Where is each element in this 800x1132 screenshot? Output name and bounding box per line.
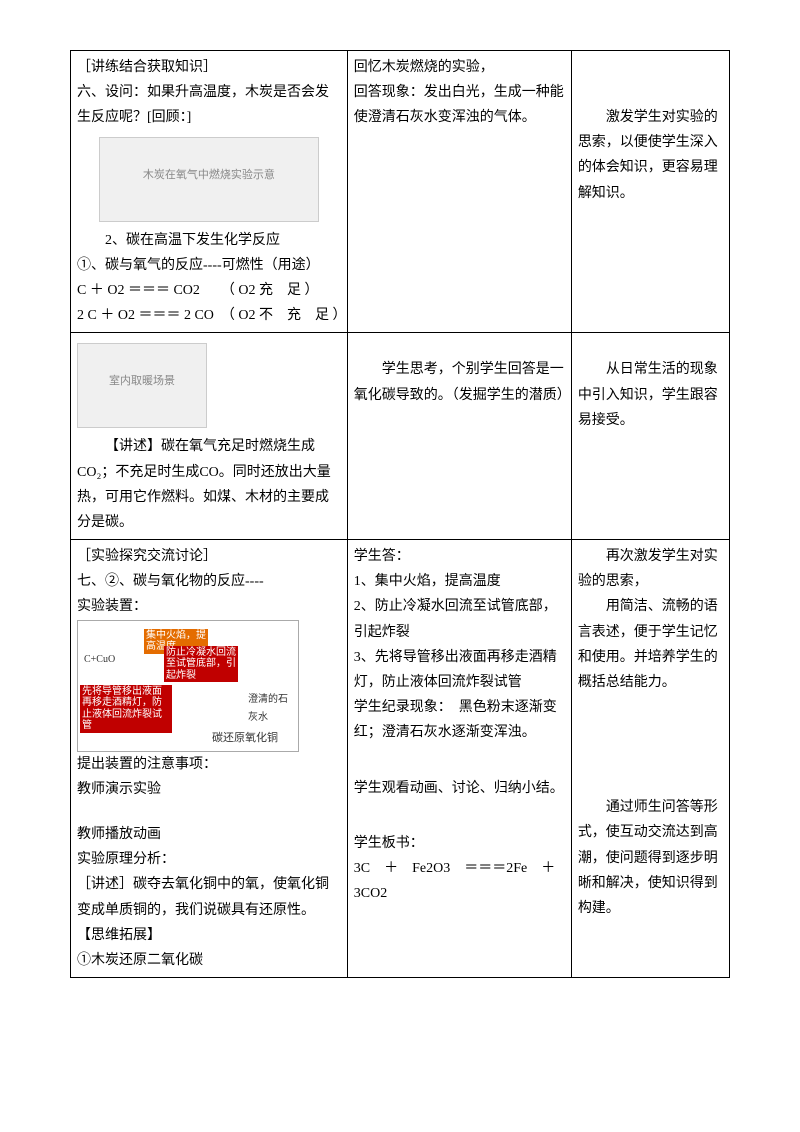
limewater-label: 澄清的石灰水 (248, 691, 288, 727)
spacer (77, 802, 341, 822)
text: 学生观看动画、讨论、归纳小结。 (354, 776, 565, 801)
text: 教师演示实验 (77, 777, 341, 802)
spacer (354, 801, 565, 831)
cell-teacher-2: 室内取暖场景 【讲述】碳在氧气充足时燃烧生成CO₂；不充足时生成CO。同时还放出… (71, 333, 348, 540)
cell-intent-3: 再次激发学生对实验的思索， 用简洁、流畅的语言表述，便于学生记忆和使用。并培养学… (571, 540, 729, 978)
page: ［讲练结合获取知识］ 六、设问：如果升高温度，木炭是否会发生反应呢？[回顾：] … (0, 0, 800, 1028)
spacer (578, 695, 723, 795)
spacer (354, 746, 565, 776)
annotation-label: 先将导管移出液面再移走酒精灯，防止液体回流炸裂试管 (80, 685, 172, 733)
table-row: ［讲练结合获取知识］ 六、设问：如果升高温度，木炭是否会发生反应呢？[回顾：] … (71, 51, 730, 333)
cell-student-1: 回忆木炭燃烧的实验， 回答现象：发出白光，生成一种能使澄清石灰水变浑浊的气体。 (347, 51, 571, 333)
text: 用简洁、流畅的语言表述，便于学生记忆和使用。并培养学生的概括总结能力。 (578, 594, 723, 695)
annotation-label: 防止冷凝水回流至试管底部，引起炸裂 (164, 646, 238, 683)
text: 3、先将导管移出液面再移走酒精灯，防止液体回流炸裂试管 (354, 645, 565, 695)
spacer (578, 55, 723, 105)
text: ①、碳与氧气的反应----可燃性（用途） (77, 253, 341, 278)
text: ①木炭还原二氧化碳 (77, 948, 341, 973)
text: 学生思考，个别学生回答是一氧化碳导致的。（发掘学生的潜质） (354, 357, 565, 407)
text: 提出装置的注意事项： (77, 752, 341, 777)
apparatus-diagram: 集中火焰，提高温度 防止冷凝水回流至试管底部，引起炸裂 先将导管移出液面再移走酒… (77, 620, 299, 752)
tube-label: C+CuO (84, 651, 115, 669)
diagram-title: 碳还原氧化铜 (212, 729, 278, 749)
text: 回答现象：发出白光，生成一种能使澄清石灰水变浑浊的气体。 (354, 80, 565, 130)
text: 实验原理分析： (77, 847, 341, 872)
text: 1、集中火焰，提高温度 (354, 569, 565, 594)
text: 学生板书： (354, 831, 565, 856)
fireplace-icon: 室内取暖场景 (77, 343, 207, 428)
cell-teacher-1: ［讲练结合获取知识］ 六、设问：如果升高温度，木炭是否会发生反应呢？[回顾：] … (71, 51, 348, 333)
cell-student-3: 学生答： 1、集中火焰，提高温度 2、防止冷凝水回流至试管底部，引起炸裂 3、先… (347, 540, 571, 978)
text: 2、碳在高温下发生化学反应 (77, 228, 341, 253)
text: 回忆木炭燃烧的实验， (354, 55, 565, 80)
text: 激发学生对实验的思索，以便使学生深入的体会知识，更容易理解知识。 (578, 105, 723, 206)
text: 学生纪录现象： 黑色粉末逐渐变红；澄清石灰水逐渐变浑浊。 (354, 695, 565, 745)
cell-student-2: 学生思考，个别学生回答是一氧化碳导致的。（发掘学生的潜质） (347, 333, 571, 540)
text: ［讲练结合获取知识］ (77, 55, 341, 80)
text: 学生答： (354, 544, 565, 569)
text: 实验装置： (77, 594, 341, 619)
text: 七、②、碳与氧化物的反应---- (77, 569, 341, 594)
cell-intent-1: 激发学生对实验的思索，以便使学生深入的体会知识，更容易理解知识。 (571, 51, 729, 333)
text: 教师播放动画 (77, 822, 341, 847)
spacer (354, 337, 565, 357)
text: 【思维拓展】 (77, 923, 341, 948)
text: 2、防止冷凝水回流至试管底部，引起炸裂 (354, 594, 565, 644)
lesson-table: ［讲练结合获取知识］ 六、设问：如果升高温度，木炭是否会发生反应呢？[回顾：] … (70, 50, 730, 978)
text: 【讲述】碳在氧气充足时燃烧生成CO₂；不充足时生成CO。同时还放出大量热，可用它… (77, 434, 341, 535)
text: 通过师生问答等形式，使互动交流达到高潮，使问题得到逐步明晰和解决，使知识得到构建… (578, 795, 723, 921)
equation: C ＋ O2 ＝＝＝ CO2 （ O2 充 足 ） (77, 278, 341, 303)
text: 再次激发学生对实验的思索， (578, 544, 723, 594)
table-row: 室内取暖场景 【讲述】碳在氧气充足时燃烧生成CO₂；不充足时生成CO。同时还放出… (71, 333, 730, 540)
spacer (578, 337, 723, 357)
cell-teacher-3: ［实验探究交流讨论］ 七、②、碳与氧化物的反应---- 实验装置： 集中火焰，提… (71, 540, 348, 978)
table-row: ［实验探究交流讨论］ 七、②、碳与氧化物的反应---- 实验装置： 集中火焰，提… (71, 540, 730, 978)
text: ［实验探究交流讨论］ (77, 544, 341, 569)
text: ［讲述］碳夺去氧化铜中的氧，使氧化铜变成单质铜的，我们说碳具有还原性。 (77, 872, 341, 922)
experiment-jars-icon: 木炭在氧气中燃烧实验示意 (99, 137, 319, 222)
text: 六、设问：如果升高温度，木炭是否会发生反应呢？[回顾：] (77, 80, 341, 130)
equation: 3C ＋ Fe2O3 ＝＝＝2Fe ＋ 3CO2 (354, 856, 565, 906)
equation: 2 C ＋ O2 ＝＝＝ 2 CO （ O2 不 充 足 ） (77, 303, 341, 328)
cell-intent-2: 从日常生活的现象中引入知识，学生跟容易接受。 (571, 333, 729, 540)
text: 从日常生活的现象中引入知识，学生跟容易接受。 (578, 357, 723, 433)
